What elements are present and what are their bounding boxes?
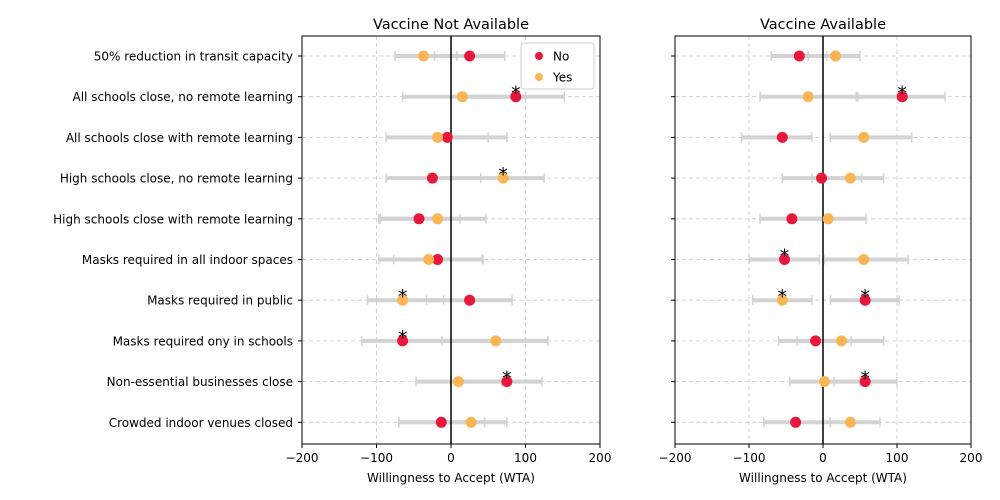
point-yes bbox=[417, 50, 429, 62]
point-no bbox=[501, 376, 513, 388]
point-no bbox=[397, 335, 409, 347]
y-tick-label: Crowded indoor venues closed bbox=[109, 416, 293, 430]
legend: No Yes bbox=[520, 42, 595, 90]
point-yes bbox=[858, 131, 870, 143]
point-yes bbox=[465, 416, 477, 428]
point-yes bbox=[830, 50, 842, 62]
y-tick-label: Non-essential businesses close bbox=[107, 375, 293, 389]
x-tick-label: 0 bbox=[447, 451, 455, 465]
point-yes bbox=[490, 335, 502, 347]
significance-star: * bbox=[498, 164, 508, 186]
x-tick-label: 100 bbox=[514, 451, 537, 465]
point-no bbox=[896, 91, 908, 103]
x-tick-label: −100 bbox=[733, 451, 766, 465]
point-no bbox=[441, 131, 453, 143]
point-no bbox=[810, 335, 822, 347]
point-yes bbox=[432, 213, 444, 225]
point-no bbox=[776, 131, 788, 143]
significance-star: * bbox=[398, 327, 408, 349]
point-yes bbox=[456, 91, 468, 103]
point-no bbox=[816, 172, 828, 184]
legend-marker-yes bbox=[535, 73, 543, 81]
point-no bbox=[426, 172, 438, 184]
legend-label-no: No bbox=[553, 50, 569, 64]
point-no bbox=[435, 416, 447, 428]
panel-title: Vaccine Available bbox=[760, 17, 886, 33]
y-tick-label: All schools close, no remote learning bbox=[73, 90, 293, 104]
y-tick-label: All schools close with remote learning bbox=[66, 131, 293, 145]
panel-vaccine-not-available: * * * * * −200 −100 0 100 200 50% reduction in tra… bbox=[53, 17, 611, 485]
point-no bbox=[779, 254, 791, 265]
point-yes bbox=[858, 254, 870, 265]
point-no bbox=[413, 213, 425, 225]
point-yes bbox=[397, 294, 409, 306]
point-yes bbox=[432, 131, 444, 143]
x-tick-label: 100 bbox=[886, 451, 909, 465]
x-axis-label: Willingness to Accept (WTA) bbox=[367, 471, 535, 485]
x-tick-label: −100 bbox=[360, 451, 393, 465]
x-tick-label: 200 bbox=[589, 451, 612, 465]
significance-star: * bbox=[897, 83, 907, 105]
point-yes bbox=[844, 172, 856, 184]
y-tick-label: Masks required in public bbox=[147, 294, 293, 308]
point-no bbox=[464, 50, 476, 62]
x-tick-label: −200 bbox=[659, 451, 692, 465]
x-axis-label: Willingness to Accept (WTA) bbox=[739, 471, 907, 485]
point-no bbox=[432, 254, 444, 265]
point-no bbox=[859, 294, 871, 306]
significance-star: * bbox=[398, 286, 408, 308]
point-yes bbox=[818, 376, 830, 388]
point-no bbox=[793, 50, 805, 62]
significance-star: * bbox=[502, 368, 512, 390]
legend-label-yes: Yes bbox=[552, 71, 572, 85]
point-yes bbox=[497, 172, 509, 184]
point-yes bbox=[452, 376, 464, 388]
legend-marker-no bbox=[535, 52, 543, 60]
point-no bbox=[859, 376, 871, 388]
x-tick-label: −200 bbox=[286, 451, 319, 465]
significance-star: * bbox=[778, 286, 788, 308]
y-tick-label: High schools close with remote learning bbox=[53, 212, 293, 226]
y-tick-label: High schools close, no remote learning bbox=[60, 172, 293, 186]
point-yes bbox=[423, 254, 435, 265]
y-tick-label: Masks required in all indoor spaces bbox=[82, 253, 293, 267]
y-tick-label: 50% reduction in transit capacity bbox=[94, 50, 293, 64]
panel-vaccine-available: * * * * * −200 −100 0 100 200 Vaccine Available Wil… bbox=[659, 17, 983, 485]
x-tick-label: 0 bbox=[819, 451, 827, 465]
point-yes bbox=[822, 213, 834, 225]
significance-star: * bbox=[511, 83, 521, 105]
significance-star: * bbox=[860, 286, 870, 308]
point-yes bbox=[802, 91, 814, 103]
point-no bbox=[786, 213, 798, 225]
point-no bbox=[790, 416, 802, 428]
point-no bbox=[464, 294, 476, 306]
y-tick-label: Masks required ony in schools bbox=[113, 334, 293, 348]
panel-title: Vaccine Not Available bbox=[373, 17, 529, 33]
point-no bbox=[510, 91, 522, 103]
point-yes bbox=[776, 294, 788, 306]
point-yes bbox=[836, 335, 847, 347]
point-yes bbox=[844, 416, 856, 428]
x-tick-label: 200 bbox=[960, 451, 983, 465]
significance-star: * bbox=[780, 246, 790, 268]
significance-star: * bbox=[860, 368, 870, 390]
